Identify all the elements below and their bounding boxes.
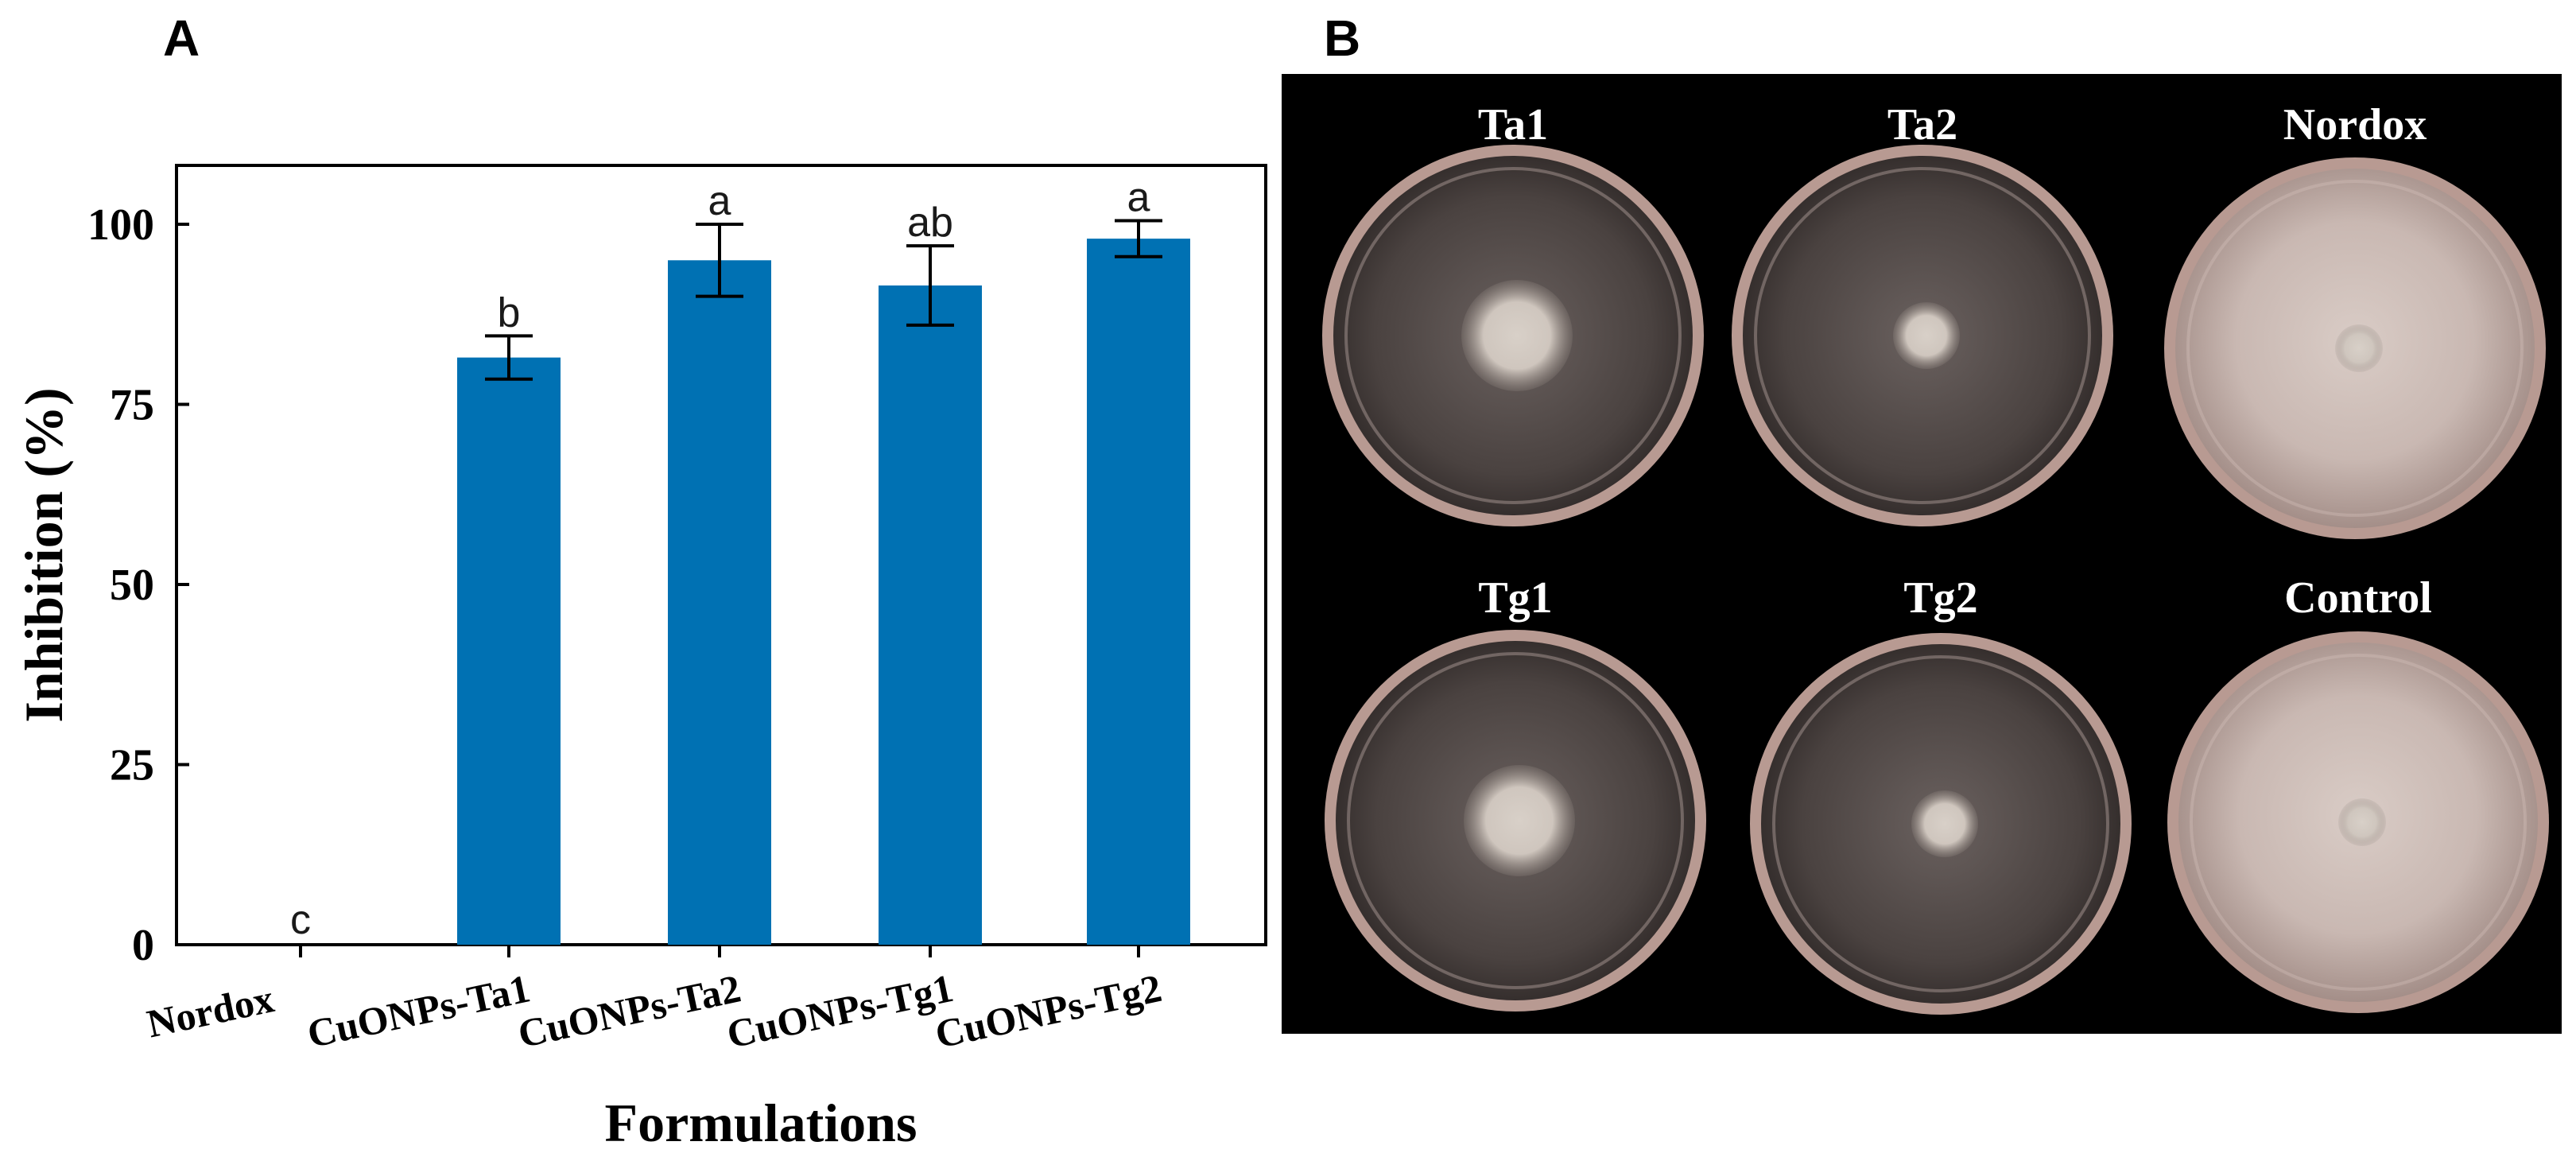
petri-plate: Nordox (2164, 100, 2546, 539)
petri-dish-photo: Ta1 Ta2 Nordox Tg1 Tg2 Control (1282, 74, 2562, 1034)
plate-label: Tg2 (1903, 573, 1977, 623)
x-tick-label: Nordox (143, 976, 277, 1046)
y-axis-ticks: 0 25 50 75 100 (87, 200, 189, 970)
x-tick-label: CuONPs-Ta1 (304, 965, 534, 1056)
y-tick-label: 50 (110, 561, 154, 610)
plate-label: Ta1 (1478, 100, 1548, 149)
fungal-colony (2335, 324, 2383, 372)
panel-letter-b: B (1324, 10, 1360, 67)
panel-letter-a: A (163, 10, 200, 67)
fungal-colony (2338, 798, 2386, 846)
plate-inner-ring (1772, 655, 2109, 992)
plate-label: Nordox (2283, 100, 2427, 149)
plate-inner-ring (2186, 180, 2524, 517)
y-axis-title: Inhibition (%) (14, 387, 74, 722)
plate-inner-ring (2190, 654, 2527, 991)
x-tick-label: CuONPs-Tg1 (723, 965, 956, 1057)
plate-inner-ring (1344, 167, 1682, 504)
plate-inner-ring (1347, 652, 1684, 989)
x-tick-label: CuONPs-Ta2 (514, 965, 745, 1056)
fungal-colony (1464, 765, 1575, 876)
significance-label: a (1127, 174, 1150, 220)
fungal-colony (1893, 302, 1960, 369)
petri-plate: Tg2 (1750, 573, 2132, 1015)
petri-plate: Ta2 (1732, 100, 2113, 526)
fungal-colony (1461, 280, 1573, 391)
x-axis-ticks: Nordox CuONPs-Ta1CuONPs-Ta2CuONPs-Tg1CuON… (143, 945, 1166, 1057)
significance-label: c (290, 897, 311, 943)
petri-plate: Tg1 (1325, 573, 1706, 1012)
significance-label: b (498, 289, 521, 336)
plate-inner-ring (1754, 167, 2091, 504)
y-tick-label: 100 (87, 200, 154, 250)
y-tick-label: 25 (110, 741, 154, 790)
bar (1087, 239, 1190, 945)
petri-plate: Control (2167, 573, 2549, 1013)
plate-label: Tg1 (1478, 573, 1552, 623)
y-tick-label: 75 (110, 381, 154, 430)
fungal-colony (1911, 790, 1978, 857)
x-axis-title: Formulations (605, 1093, 918, 1153)
petri-plate: Ta1 (1322, 100, 1704, 526)
plate-label: Control (2284, 573, 2432, 623)
plate-label: Ta2 (1887, 100, 1957, 149)
bars: c b a ab a (290, 174, 1190, 945)
y-tick-label: 0 (132, 921, 154, 970)
bar (879, 285, 982, 945)
significance-label: a (708, 178, 731, 224)
x-tick-label: CuONPs-Tg2 (931, 965, 1165, 1057)
significance-label: ab (907, 200, 953, 246)
bar (668, 260, 771, 945)
bar (457, 357, 561, 945)
